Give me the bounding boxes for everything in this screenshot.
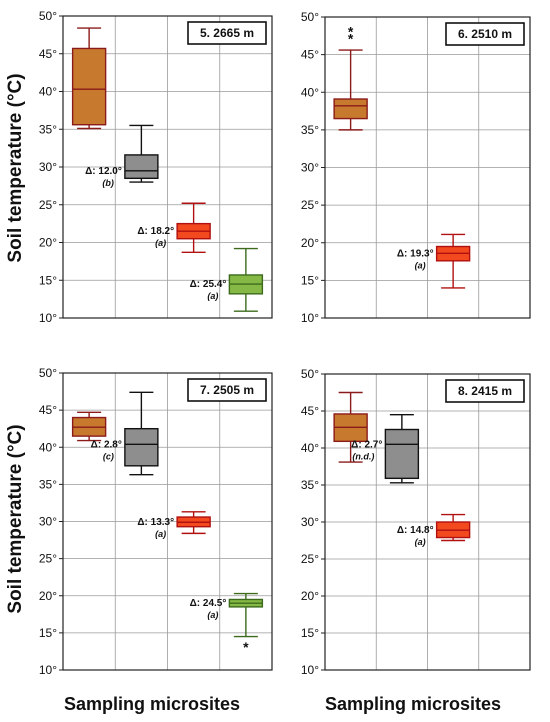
panel-title: 6. 2510 m xyxy=(458,27,512,41)
significance-label: (c) xyxy=(103,451,114,461)
box-red: Δ: 14.8°(a) xyxy=(397,513,471,547)
y-tick-label: 15° xyxy=(301,273,319,287)
y-tick-label: 40° xyxy=(301,85,319,99)
y-tick-label: 50° xyxy=(301,367,319,381)
y-tick-label: 30° xyxy=(301,161,319,175)
panel-title-box xyxy=(445,22,525,46)
box-red: Δ: 18.2°(a) xyxy=(137,202,211,254)
y-tick-label: 35° xyxy=(39,477,57,491)
y-tick-label: 30° xyxy=(301,515,319,529)
outlier-marker: * xyxy=(348,24,354,40)
y-tick-label: 25° xyxy=(301,552,319,566)
panel-title-box xyxy=(187,378,267,402)
box-gray: Δ: 2.7°(n.d.) xyxy=(351,414,420,484)
outlier-marker: * xyxy=(243,639,249,655)
y-tick-label: 10° xyxy=(39,663,57,677)
box-body xyxy=(124,427,159,467)
box-body xyxy=(333,98,368,120)
delta-label: Δ: 25.4° xyxy=(190,279,227,290)
y-axis-label-top: Soil temperature (°C) xyxy=(5,73,26,262)
x-axis-label-right: Sampling microsites xyxy=(325,694,501,714)
y-tick-label: 50° xyxy=(39,9,57,23)
box-brown xyxy=(71,27,107,130)
y-tick-label: 20° xyxy=(301,589,319,603)
panel-4: 10° 15° 20° 25° 30° 35° 40° 45° 50° Δ: 2.7°(n.d.)… xyxy=(301,367,531,677)
y-tick-label: 15° xyxy=(39,626,57,640)
box-gray: Δ: 2.8°(c) xyxy=(91,391,159,476)
box-brown xyxy=(333,391,368,463)
y-tick-label: 50° xyxy=(39,366,57,380)
box-red: Δ: 19.3°(a) xyxy=(397,233,471,289)
y-tick-label: 40° xyxy=(39,440,57,454)
y-tick-label: 45° xyxy=(39,403,57,417)
box-brown: ** xyxy=(333,24,368,131)
y-tick-label: 45° xyxy=(301,404,319,418)
box-green: Δ: 25.4°(a) xyxy=(190,247,264,312)
y-tick-label: 25° xyxy=(301,198,319,212)
y-tick-label: 45° xyxy=(39,47,57,61)
y-tick-label: 45° xyxy=(301,48,319,62)
panel-2: 10° 15° 20° 25° 30° 35° 40° 45° 50° ** Δ: 19.3°(a)… xyxy=(301,10,531,325)
significance-label: (a) xyxy=(415,537,426,547)
y-tick-label: 15° xyxy=(301,626,319,640)
y-tick-label: 35° xyxy=(39,122,57,136)
y-tick-label: 20° xyxy=(39,236,57,250)
box-red: Δ: 13.3°(a) xyxy=(137,511,211,539)
y-tick-label: 10° xyxy=(39,311,57,325)
box-brown xyxy=(71,411,107,442)
y-tick-label: 20° xyxy=(301,236,319,250)
y-tick-label: 40° xyxy=(39,85,57,99)
panel-3: 10°15°20°25°30°35°40°45°50°Δ: 2.8°(c)Δ: … xyxy=(39,366,273,677)
y-tick-label: 30° xyxy=(39,515,57,529)
panel-title: 8. 2415 m xyxy=(458,384,512,398)
box-body xyxy=(124,154,159,180)
y-tick-label: 40° xyxy=(301,441,319,455)
significance-label: (b) xyxy=(102,178,114,188)
plot-frame xyxy=(324,373,531,671)
panels-layer: 10°15°20°25°30°35°40°45°50°Δ: 12.0°(b)Δ:… xyxy=(39,9,531,677)
delta-label: Δ: 2.7° xyxy=(351,439,382,450)
y-axis-label-bottom: Soil temperature (°C) xyxy=(5,424,26,613)
y-tick-label: 25° xyxy=(39,552,57,566)
plot-frame xyxy=(324,16,531,319)
panel-1: 10°15°20°25°30°35°40°45°50°Δ: 12.0°(b)Δ:… xyxy=(39,9,273,325)
delta-label: Δ: 14.8° xyxy=(397,525,434,536)
y-tick-label: 25° xyxy=(39,198,57,212)
outlier-marker: * xyxy=(348,30,354,46)
significance-label: (n.d.) xyxy=(352,451,374,461)
box-body xyxy=(71,47,107,126)
y-tick-label: 10° xyxy=(301,311,319,325)
box-body xyxy=(384,428,420,480)
box-gray: Δ: 12.0°(b) xyxy=(85,124,159,188)
panel-title: 5. 2665 m xyxy=(200,26,254,40)
plot-frame xyxy=(62,372,273,671)
panel-title: 7. 2505 m xyxy=(200,383,254,397)
y-tick-label: 20° xyxy=(39,589,57,603)
x-axis-label-left: Sampling microsites xyxy=(64,694,240,714)
delta-label: Δ: 2.8° xyxy=(91,439,122,450)
significance-label: (a) xyxy=(207,610,218,620)
y-tick-label: 35° xyxy=(301,478,319,492)
significance-label: (a) xyxy=(155,529,166,539)
panel-title-box xyxy=(187,21,267,45)
y-tick-label: 50° xyxy=(301,10,319,24)
significance-label: (a) xyxy=(415,260,426,270)
delta-label: Δ: 18.2° xyxy=(137,226,174,237)
box-green: * Δ: 24.5°(a) xyxy=(190,592,264,655)
panel-title-box xyxy=(445,379,525,403)
delta-label: Δ: 12.0° xyxy=(85,166,122,177)
y-tick-label: 10° xyxy=(301,663,319,677)
y-tick-label: 30° xyxy=(39,160,57,174)
significance-label: (a) xyxy=(207,291,218,301)
plot-frame xyxy=(62,15,273,319)
delta-label: Δ: 24.5° xyxy=(190,598,227,609)
y-tick-label: 35° xyxy=(301,123,319,137)
delta-label: Δ: 19.3° xyxy=(397,248,434,259)
y-tick-label: 15° xyxy=(39,273,57,287)
delta-label: Δ: 13.3° xyxy=(137,517,174,528)
significance-label: (a) xyxy=(155,238,166,248)
